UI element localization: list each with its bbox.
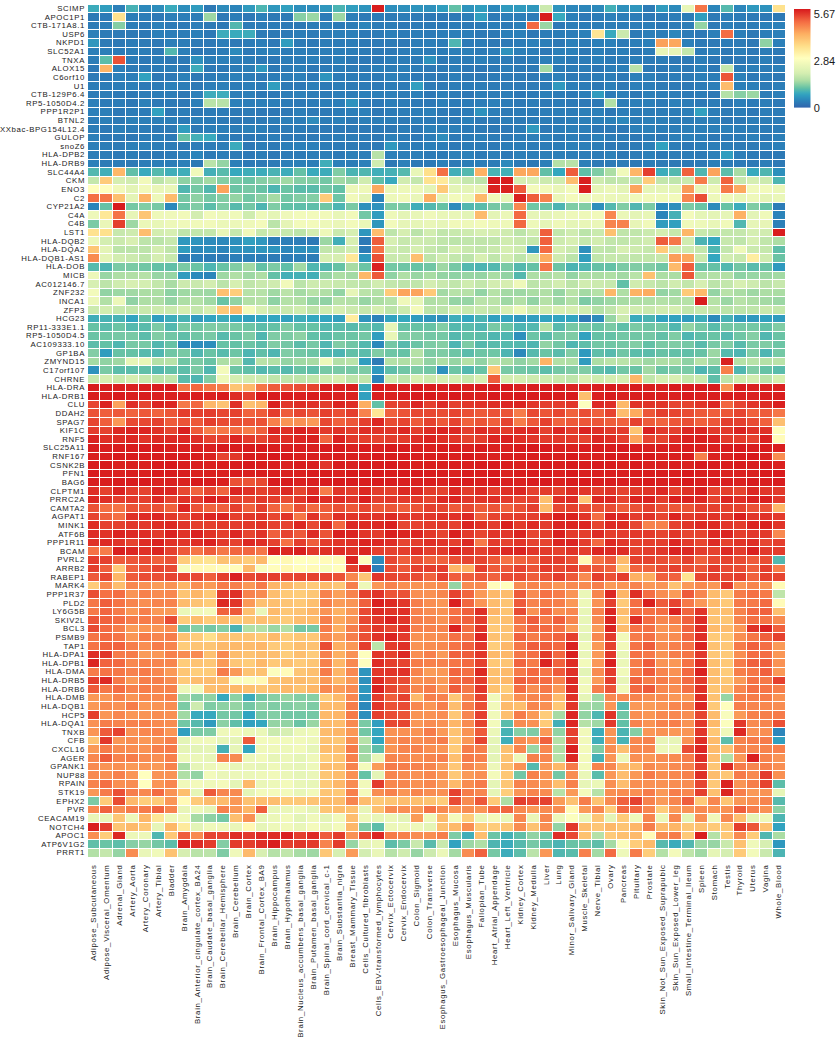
- svg-text:Brain_Substantia_nigra: Brain_Substantia_nigra: [335, 865, 344, 961]
- svg-text:Cells_Cultured_fibroblasts: Cells_Cultured_fibroblasts: [361, 865, 370, 974]
- svg-text:Liver: Liver: [542, 865, 551, 885]
- svg-text:Brain_Frontal_Cortex_BA9: Brain_Frontal_Cortex_BA9: [257, 865, 266, 975]
- svg-text:Artery_Aorta: Artery_Aorta: [128, 865, 137, 917]
- svg-text:Thyroid: Thyroid: [735, 865, 744, 896]
- svg-text:Minor_Salivary_Gland: Minor_Salivary_Gland: [567, 865, 576, 956]
- svg-text:Brain_Anterior_cingulate_corte: Brain_Anterior_cingulate_cortex_BA24: [193, 865, 202, 1025]
- svg-text:Brain_Spinal_cord_cervical_c-1: Brain_Spinal_cord_cervical_c-1: [322, 865, 331, 996]
- svg-text:PRRT1: PRRT1: [56, 848, 85, 857]
- svg-text:Brain_Hypothalamus: Brain_Hypothalamus: [283, 865, 292, 950]
- svg-text:5.67: 5.67: [814, 8, 835, 20]
- svg-text:Brain_Hippocampus: Brain_Hippocampus: [270, 865, 279, 947]
- svg-text:Bladder: Bladder: [167, 865, 176, 897]
- svg-text:Testis: Testis: [723, 865, 732, 889]
- svg-text:Brain_Cerebellum: Brain_Cerebellum: [231, 865, 240, 939]
- svg-text:Artery_Tibial: Artery_Tibial: [154, 865, 163, 918]
- svg-text:Nerve_Tibial: Nerve_Tibial: [593, 865, 602, 917]
- svg-text:Adrenal_Gland: Adrenal_Gland: [115, 865, 124, 926]
- svg-text:Lung: Lung: [555, 865, 564, 885]
- svg-text:Breast_Mammary_Tissue: Breast_Mammary_Tissue: [348, 865, 357, 968]
- svg-text:Esophagus_Gastroesophageal_Jun: Esophagus_Gastroesophageal_Junction: [438, 865, 447, 1030]
- svg-text:Spleen: Spleen: [697, 865, 706, 893]
- svg-text:Ovary: Ovary: [606, 865, 615, 889]
- svg-text:Brain_Cerebellar_Hemisphere: Brain_Cerebellar_Hemisphere: [218, 865, 227, 989]
- svg-text:Uterus: Uterus: [748, 865, 757, 892]
- svg-text:Muscle_Skeletal: Muscle_Skeletal: [580, 865, 589, 932]
- svg-text:Kidney_Medulla: Kidney_Medulla: [529, 865, 538, 930]
- svg-text:Brain_Caudate_basal_ganglia: Brain_Caudate_basal_ganglia: [206, 865, 215, 988]
- svg-text:Skin_Sun_Exposed_Lower_leg: Skin_Sun_Exposed_Lower_leg: [671, 865, 680, 992]
- svg-text:Adipose_Visceral_Omentum: Adipose_Visceral_Omentum: [102, 865, 111, 980]
- svg-text:Cervix_Endocervix: Cervix_Endocervix: [399, 865, 408, 942]
- svg-text:Whole_Blood: Whole_Blood: [774, 865, 783, 919]
- svg-text:Pancreas: Pancreas: [619, 865, 628, 904]
- svg-text:0: 0: [814, 102, 820, 114]
- svg-text:Esophagus_Mucosa: Esophagus_Mucosa: [451, 865, 460, 947]
- svg-text:Brain_Putamen_basal_ganglia: Brain_Putamen_basal_ganglia: [309, 865, 318, 990]
- svg-text:Cervix_Ectocervix: Cervix_Ectocervix: [386, 865, 395, 939]
- svg-text:Heart_Left_Ventricle: Heart_Left_Ventricle: [503, 865, 512, 950]
- svg-text:Brain_Cortex: Brain_Cortex: [244, 865, 253, 919]
- svg-text:Brain_Nucleus_accumbens_basal_: Brain_Nucleus_accumbens_basal_ganglia: [296, 865, 305, 1038]
- svg-text:Fallopian_Tube: Fallopian_Tube: [477, 865, 486, 928]
- svg-text:Kidney_Cortex: Kidney_Cortex: [516, 865, 525, 925]
- svg-text:Pituitary: Pituitary: [632, 865, 641, 899]
- svg-text:Skin_Not_Sun_Exposed_Suprapubi: Skin_Not_Sun_Exposed_Suprapubic: [658, 865, 667, 1015]
- svg-text:Colon_Sigmoid: Colon_Sigmoid: [412, 865, 421, 927]
- svg-text:Prostate: Prostate: [645, 865, 654, 900]
- svg-text:Colon_Transverse: Colon_Transverse: [425, 865, 434, 940]
- svg-text:Adipose_Subcutaneous: Adipose_Subcutaneous: [89, 865, 98, 961]
- svg-text:Artery_Coronary: Artery_Coronary: [141, 865, 150, 933]
- svg-text:Cells_EBV-transformed_lymphocy: Cells_EBV-transformed_lymphocytes: [374, 865, 383, 1017]
- svg-text:Stomach: Stomach: [710, 865, 719, 901]
- svg-text:Brain_Amygdala: Brain_Amygdala: [180, 865, 189, 932]
- svg-text:Vagina: Vagina: [761, 865, 770, 893]
- svg-text:Heart_Atrial_Appendage: Heart_Atrial_Appendage: [490, 865, 499, 966]
- svg-text:2.84: 2.84: [814, 55, 835, 67]
- svg-text:Esophagus_Muscularis: Esophagus_Muscularis: [464, 865, 473, 960]
- svg-text:Small_Intestine_Terminal_Ileum: Small_Intestine_Terminal_Ileum: [684, 865, 693, 997]
